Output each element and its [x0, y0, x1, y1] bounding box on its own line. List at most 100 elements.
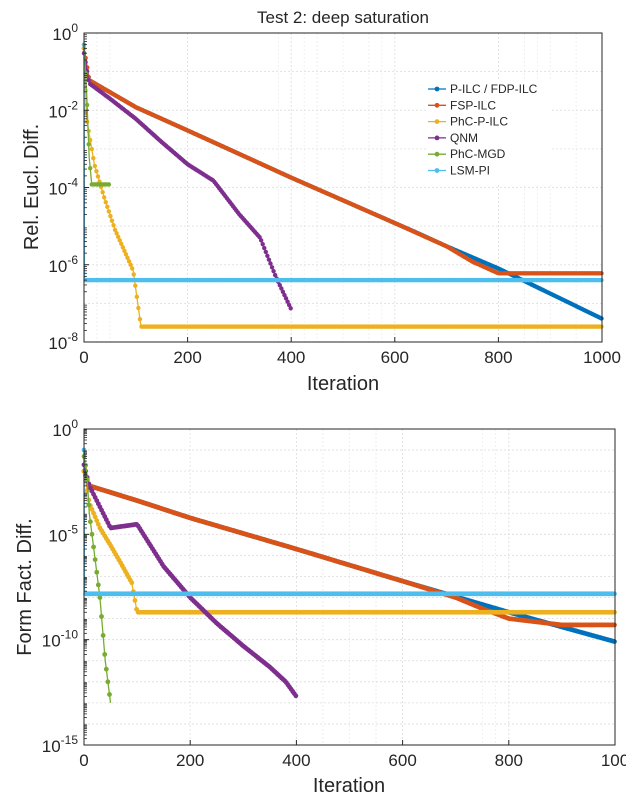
- data-point: [134, 294, 140, 300]
- data-point: [268, 261, 273, 266]
- x-tick-label: 100: [601, 751, 626, 770]
- legend-label: PhC-P-ILC: [450, 115, 508, 129]
- y-tick-label: 100: [52, 417, 78, 440]
- data-point: [94, 169, 99, 174]
- data-point: [91, 155, 96, 161]
- data-point: [286, 302, 292, 308]
- x-tick-label: 400: [277, 348, 305, 367]
- data-point: [95, 582, 101, 588]
- data-point: [94, 518, 100, 523]
- y-tick-label: 100: [52, 21, 78, 44]
- data-point: [279, 286, 284, 291]
- y-tick-label: 10-15: [42, 733, 79, 756]
- data-point: [137, 316, 143, 322]
- legend-marker: [434, 102, 440, 108]
- data-point: [86, 502, 92, 508]
- x-tick-label: 800: [495, 751, 523, 770]
- data-point: [122, 248, 127, 253]
- data-point: [103, 200, 108, 205]
- data-point: [133, 283, 138, 288]
- legend-box: [426, 79, 551, 185]
- data-point: [265, 253, 270, 258]
- x-tick-label: 0: [79, 751, 88, 770]
- legend-marker: [434, 168, 440, 173]
- data-point: [288, 306, 293, 311]
- data-point: [106, 209, 112, 214]
- series-line: [83, 456, 112, 703]
- y-tick-label: 10-10: [42, 628, 79, 651]
- series-phc-mgd: [81, 454, 112, 703]
- data-point: [108, 213, 113, 219]
- x-tick-label: 200: [173, 348, 201, 367]
- data-point: [277, 282, 283, 288]
- data-point: [260, 241, 265, 247]
- data-point: [599, 316, 604, 321]
- data-point: [285, 299, 290, 304]
- data-point: [112, 227, 118, 233]
- data-point: [612, 591, 617, 597]
- legend-label: LSM-PI: [450, 164, 490, 178]
- data-point: [293, 693, 299, 699]
- x-tick-label: 400: [282, 751, 310, 770]
- data-point: [84, 477, 90, 482]
- data-point: [129, 266, 135, 271]
- data-point: [120, 245, 126, 250]
- ticks-bottom: 0 200 400 600 800 100 100 10-5 10-10 10-15: [42, 417, 626, 770]
- data-point: [100, 633, 106, 638]
- legend-marker: [434, 135, 440, 141]
- chart-bottom: 0 200 400 600 800 100 100 10-5 10-10 10-15 Iterat…: [14, 417, 626, 797]
- chart-title: Test 2: deep saturation: [257, 8, 429, 27]
- legend-item: PhC-MGD: [428, 147, 506, 161]
- legend: P-ILC / FDP-ILC FSP-ILC PhC-P-ILC QNM PhC-MG…: [426, 79, 551, 185]
- data-point: [126, 259, 132, 264]
- legend-marker: [434, 86, 440, 92]
- data-point: [266, 257, 272, 262]
- y-tick-label: 10-6: [48, 253, 78, 276]
- x-tick-label: 1000: [583, 348, 621, 367]
- x-tick-label: 800: [484, 348, 512, 367]
- legend-item: PhC-P-ILC: [428, 115, 508, 129]
- data-point: [123, 252, 129, 257]
- series-phc-p-ilc: [81, 46, 604, 329]
- data-point: [92, 163, 98, 169]
- data-point: [612, 622, 617, 628]
- x-tick-label: 200: [176, 751, 204, 770]
- x-tick-label: 600: [381, 348, 409, 367]
- data-point: [102, 195, 107, 200]
- data-point: [92, 514, 98, 520]
- data-point: [262, 245, 267, 251]
- data-point: [105, 204, 110, 210]
- data-point: [114, 231, 119, 236]
- data-point: [283, 296, 289, 301]
- data-point: [92, 557, 98, 563]
- legend-label: P-ILC / FDP-ILC: [450, 82, 538, 96]
- y-tick-label: 10-4: [48, 176, 78, 199]
- series-phc-p-ilc: [81, 468, 617, 615]
- data-point: [89, 146, 94, 152]
- data-point: [88, 166, 93, 171]
- data-point: [125, 255, 130, 261]
- x-tick-label: 0: [79, 348, 88, 367]
- series-qnm: [81, 50, 293, 311]
- data-point: [89, 507, 95, 512]
- legend-item: FSP-ILC: [428, 98, 496, 112]
- data-point: [128, 262, 133, 268]
- data-point: [86, 78, 91, 83]
- data-point: [117, 238, 122, 243]
- data-point: [271, 269, 276, 274]
- data-point: [119, 241, 124, 247]
- legend-marker: [434, 119, 440, 124]
- data-point: [612, 639, 617, 644]
- series-lsm-pi: [81, 447, 617, 597]
- y-axis-label-bottom: Form Fact. Diff.: [14, 518, 36, 655]
- y-tick-label: 10-5: [48, 522, 78, 545]
- data-point: [84, 102, 90, 108]
- series-phc-mgd: [81, 42, 112, 187]
- data-point: [107, 692, 112, 697]
- x-tick-label: 600: [388, 751, 416, 770]
- data-point: [599, 277, 604, 283]
- y-tick-label: 10-2: [48, 98, 78, 121]
- series-group-top: [81, 42, 604, 329]
- data-point: [599, 324, 604, 329]
